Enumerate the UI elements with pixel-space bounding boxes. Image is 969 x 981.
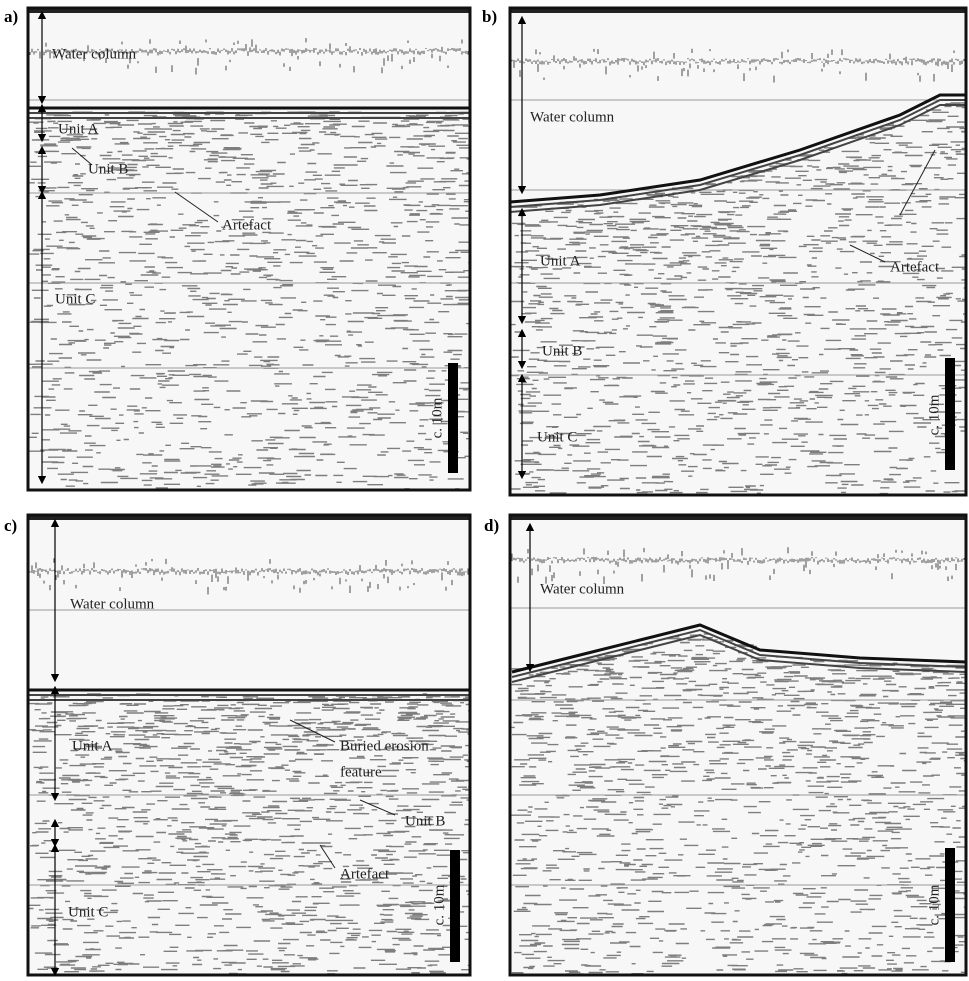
profile bbox=[28, 8, 470, 490]
annotation: Artefact bbox=[340, 866, 390, 882]
leader-line bbox=[359, 799, 396, 816]
top-strip bbox=[28, 8, 470, 13]
panel-label: b) bbox=[482, 7, 497, 26]
annotation: Unit A bbox=[58, 121, 99, 137]
annotation: Unit C bbox=[68, 904, 108, 920]
scale-bar bbox=[945, 358, 955, 470]
top-strip bbox=[510, 515, 966, 520]
seabed-reflector bbox=[511, 633, 966, 683]
leader-line bbox=[71, 147, 93, 166]
panel-frame bbox=[26, 513, 472, 977]
annotation: Buried erosion bbox=[340, 738, 429, 754]
seabed-reflector bbox=[510, 93, 966, 204]
seismic-texture bbox=[510, 102, 966, 495]
top-strip bbox=[28, 515, 470, 520]
top-strip bbox=[510, 8, 966, 13]
leader-line bbox=[899, 149, 936, 216]
panel: Water column Unit A Unit B Artefact Unit C c.… bbox=[4, 6, 472, 492]
panel-label: d) bbox=[484, 516, 499, 535]
seabed-reflector bbox=[510, 99, 966, 208]
scale-bar bbox=[945, 848, 955, 962]
annotation: Unit A bbox=[72, 738, 113, 754]
annotation: Water column bbox=[70, 596, 155, 612]
annotation: Unit B bbox=[542, 343, 582, 359]
annotation: Unit B bbox=[88, 161, 128, 177]
panel-label: c) bbox=[4, 516, 17, 535]
scale-label: c. 10m bbox=[429, 397, 445, 438]
scale-bar bbox=[448, 363, 458, 473]
profile bbox=[28, 515, 470, 975]
panel: Water column Unit A Buried erosion feature U… bbox=[4, 513, 472, 977]
annotation: feature bbox=[340, 764, 382, 780]
seismic-texture bbox=[510, 633, 966, 975]
water-reflection bbox=[28, 38, 469, 75]
leader-line bbox=[849, 244, 886, 263]
scale-label: c. 10m bbox=[926, 884, 942, 925]
leader-line bbox=[289, 719, 336, 743]
scale-bar bbox=[450, 850, 460, 962]
seabed-reflector bbox=[510, 104, 966, 213]
scale-label: c. 10m bbox=[431, 884, 447, 925]
water-reflection bbox=[510, 547, 965, 585]
panel-label: a) bbox=[4, 7, 18, 26]
annotation: Water column bbox=[540, 581, 625, 597]
panel-frame bbox=[508, 513, 968, 977]
leader-line bbox=[319, 844, 336, 869]
annotation: Unit B bbox=[405, 813, 445, 829]
annotation: Unit C bbox=[537, 429, 577, 445]
seabed-reflector bbox=[511, 628, 966, 678]
panel-frame bbox=[508, 6, 968, 497]
annotation: Artefact bbox=[890, 259, 940, 275]
panel-frame bbox=[26, 6, 472, 492]
water-reflection bbox=[28, 558, 469, 595]
annotation: Water column bbox=[530, 109, 615, 125]
scale-label: c. 10m bbox=[926, 394, 942, 435]
seabed-reflector bbox=[511, 623, 966, 674]
panel: Water column Unit A Unit B Artefact Unit C c.… bbox=[482, 6, 968, 497]
leader-line bbox=[174, 191, 219, 223]
profile bbox=[510, 515, 966, 975]
annotation: Water column bbox=[52, 46, 137, 62]
annotation: Unit C bbox=[55, 291, 95, 307]
water-reflection bbox=[510, 48, 965, 83]
profile bbox=[510, 8, 966, 495]
annotation: Unit A bbox=[540, 253, 581, 269]
panel: Water column c. 10m d) bbox=[484, 513, 968, 977]
annotation: Artefact bbox=[222, 217, 272, 233]
